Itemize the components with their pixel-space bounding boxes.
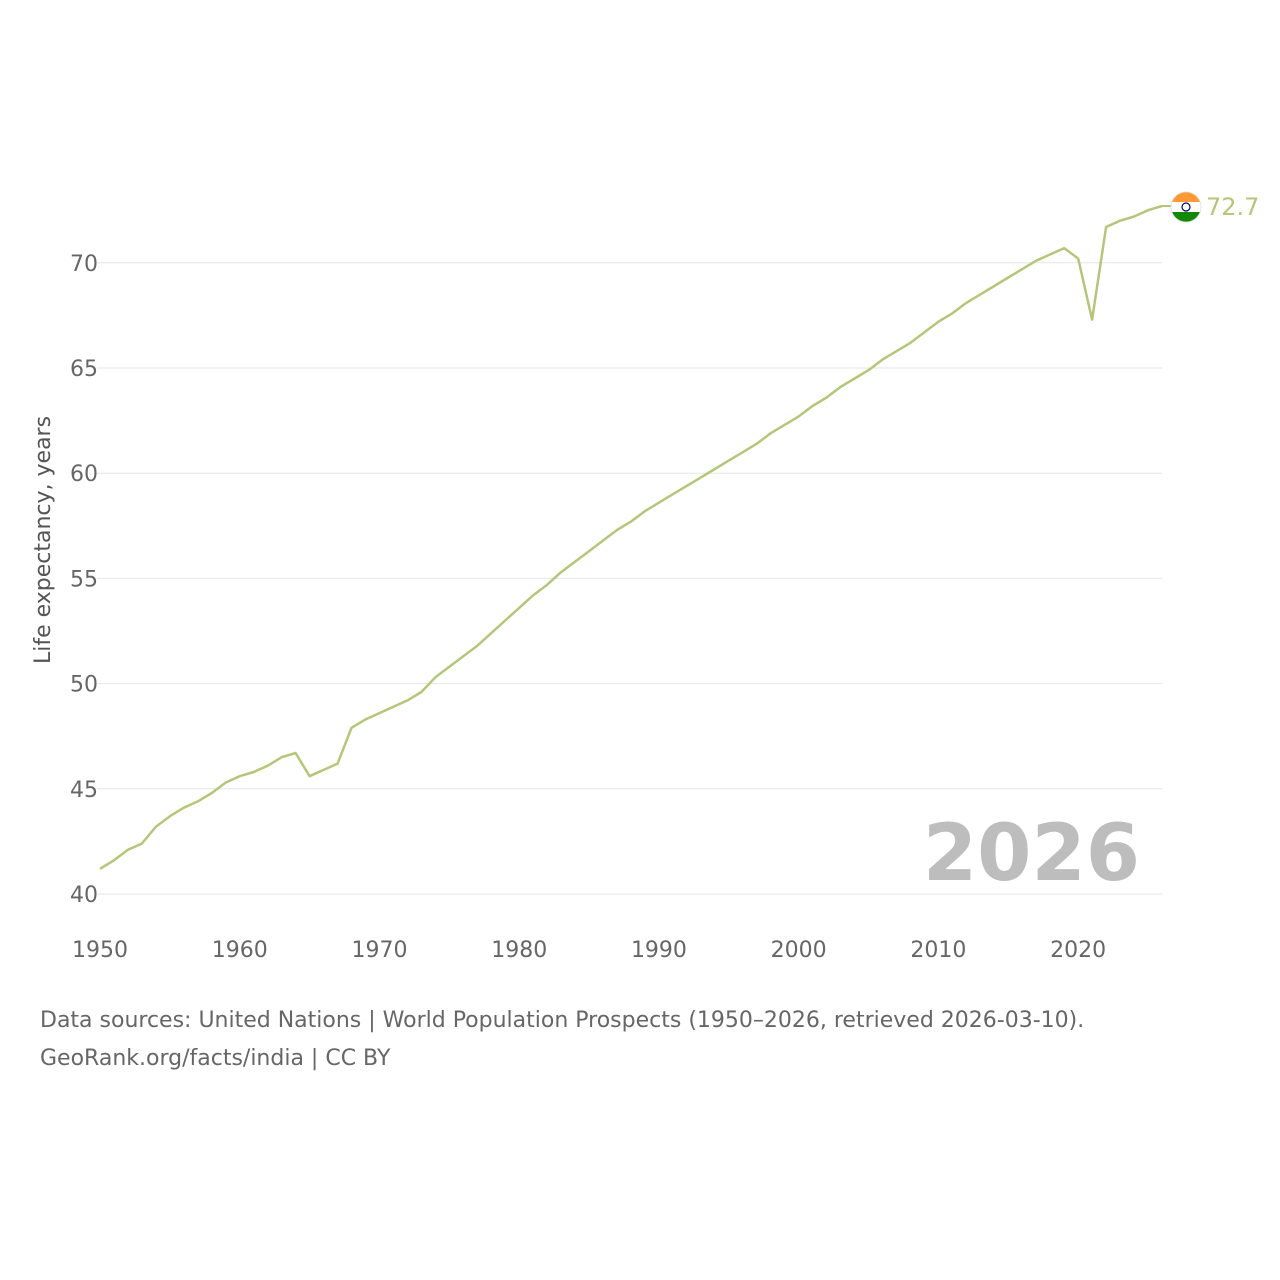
series-line-india xyxy=(99,204,1163,870)
end-value-label: 72.7 xyxy=(1206,193,1259,221)
y-tick-label: 55 xyxy=(70,567,98,592)
x-tick-label: 2020 xyxy=(1050,938,1106,963)
y-tick-label: 40 xyxy=(70,883,98,908)
india-flag-icon xyxy=(1170,191,1202,223)
x-tick-label: 1950 xyxy=(72,938,128,963)
y-tick-label: 50 xyxy=(70,673,98,698)
x-tick-label: 1980 xyxy=(491,938,547,963)
x-tick-label: 1970 xyxy=(351,938,407,963)
source-line: Data sources: United Nations | World Pop… xyxy=(40,1008,1085,1033)
chakra-icon xyxy=(1181,202,1191,212)
series-layer xyxy=(99,204,1171,870)
x-axis-ticks: 1950 1960 1970 1980 1990 2000 2010 2020 xyxy=(72,938,1106,963)
y-tick-label: 45 xyxy=(70,778,98,803)
y-tick-label: 65 xyxy=(70,357,98,382)
y-tick-label: 70 xyxy=(70,252,98,277)
source-note: Data sources: United Nations | World Pop… xyxy=(40,1002,1240,1078)
x-tick-label: 1990 xyxy=(631,938,687,963)
x-tick-label: 2010 xyxy=(910,938,966,963)
x-tick-label: 1960 xyxy=(212,938,268,963)
flag-stripes xyxy=(1171,192,1201,222)
x-tick-label: 2000 xyxy=(771,938,827,963)
gridlines xyxy=(97,262,1162,895)
credit-line: GeoRank.org/facts/india | CC BY xyxy=(40,1046,391,1071)
y-tick-label: 60 xyxy=(70,462,98,487)
year-label: 2026 xyxy=(923,809,1140,899)
y-axis-label: Life expectancy, years xyxy=(31,416,56,664)
y-axis-ticks: 40 45 50 55 60 65 70 xyxy=(70,252,98,908)
